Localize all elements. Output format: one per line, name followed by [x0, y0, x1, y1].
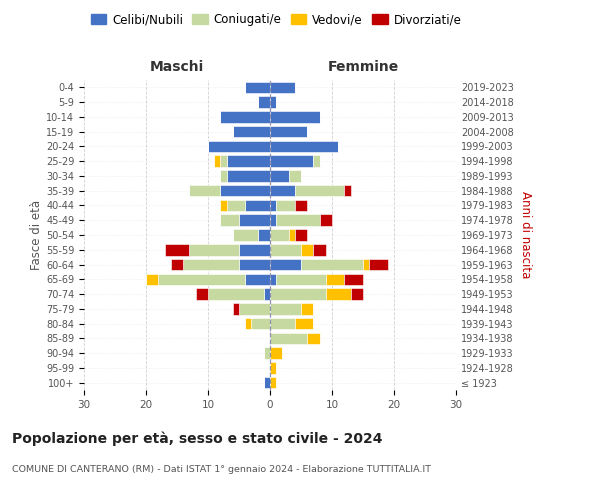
- Y-axis label: Anni di nascita: Anni di nascita: [519, 192, 532, 278]
- Bar: [326, 288, 350, 300]
- Bar: [270, 200, 276, 211]
- Text: Maschi: Maschi: [150, 60, 204, 74]
- Bar: [257, 96, 270, 108]
- Bar: [270, 303, 301, 314]
- Bar: [270, 170, 289, 181]
- Bar: [220, 111, 270, 122]
- Bar: [313, 244, 326, 256]
- Text: Popolazione per età, sesso e stato civile - 2024: Popolazione per età, sesso e stato civil…: [12, 431, 383, 446]
- Bar: [220, 214, 239, 226]
- Bar: [208, 140, 270, 152]
- Bar: [220, 170, 227, 181]
- Bar: [344, 274, 363, 285]
- Bar: [239, 244, 270, 256]
- Bar: [270, 288, 326, 300]
- Bar: [363, 259, 369, 270]
- Bar: [227, 156, 270, 167]
- Bar: [270, 185, 295, 196]
- Bar: [270, 140, 338, 152]
- Bar: [295, 318, 313, 330]
- Bar: [233, 126, 270, 138]
- Bar: [233, 303, 239, 314]
- Y-axis label: Fasce di età: Fasce di età: [30, 200, 43, 270]
- Legend: Celibi/Nubili, Coniugati/e, Vedovi/e, Divorziati/e: Celibi/Nubili, Coniugati/e, Vedovi/e, Di…: [86, 8, 466, 31]
- Bar: [289, 170, 301, 181]
- Bar: [270, 214, 276, 226]
- Bar: [190, 185, 220, 196]
- Bar: [289, 229, 295, 241]
- Bar: [270, 96, 276, 108]
- Bar: [190, 244, 239, 256]
- Bar: [276, 214, 320, 226]
- Bar: [270, 377, 276, 388]
- Bar: [146, 274, 158, 285]
- Bar: [326, 274, 344, 285]
- Bar: [270, 229, 289, 241]
- Bar: [270, 126, 307, 138]
- Bar: [245, 82, 270, 93]
- Bar: [320, 214, 332, 226]
- Bar: [227, 170, 270, 181]
- Bar: [208, 288, 264, 300]
- Bar: [257, 229, 270, 241]
- Bar: [264, 288, 270, 300]
- Bar: [270, 318, 295, 330]
- Bar: [239, 303, 270, 314]
- Bar: [183, 259, 239, 270]
- Bar: [270, 332, 307, 344]
- Bar: [233, 229, 257, 241]
- Bar: [276, 200, 295, 211]
- Bar: [251, 318, 270, 330]
- Bar: [301, 303, 313, 314]
- Bar: [245, 200, 270, 211]
- Bar: [214, 156, 220, 167]
- Bar: [227, 200, 245, 211]
- Bar: [307, 332, 320, 344]
- Bar: [171, 259, 183, 270]
- Bar: [239, 214, 270, 226]
- Bar: [270, 244, 301, 256]
- Bar: [270, 362, 276, 374]
- Bar: [369, 259, 388, 270]
- Bar: [270, 274, 276, 285]
- Bar: [350, 288, 363, 300]
- Text: Femmine: Femmine: [328, 60, 398, 74]
- Bar: [270, 348, 283, 359]
- Bar: [196, 288, 208, 300]
- Bar: [239, 259, 270, 270]
- Bar: [301, 244, 313, 256]
- Bar: [264, 348, 270, 359]
- Bar: [245, 274, 270, 285]
- Bar: [301, 259, 363, 270]
- Bar: [220, 185, 270, 196]
- Bar: [270, 111, 320, 122]
- Bar: [295, 185, 344, 196]
- Bar: [245, 318, 251, 330]
- Bar: [158, 274, 245, 285]
- Bar: [344, 185, 350, 196]
- Bar: [313, 156, 320, 167]
- Text: COMUNE DI CANTERANO (RM) - Dati ISTAT 1° gennaio 2024 - Elaborazione TUTTITALIA.: COMUNE DI CANTERANO (RM) - Dati ISTAT 1°…: [12, 466, 431, 474]
- Bar: [270, 82, 295, 93]
- Bar: [295, 200, 307, 211]
- Bar: [270, 156, 313, 167]
- Bar: [295, 229, 307, 241]
- Bar: [220, 156, 227, 167]
- Bar: [270, 259, 301, 270]
- Bar: [220, 200, 227, 211]
- Bar: [264, 377, 270, 388]
- Bar: [276, 274, 326, 285]
- Bar: [164, 244, 190, 256]
